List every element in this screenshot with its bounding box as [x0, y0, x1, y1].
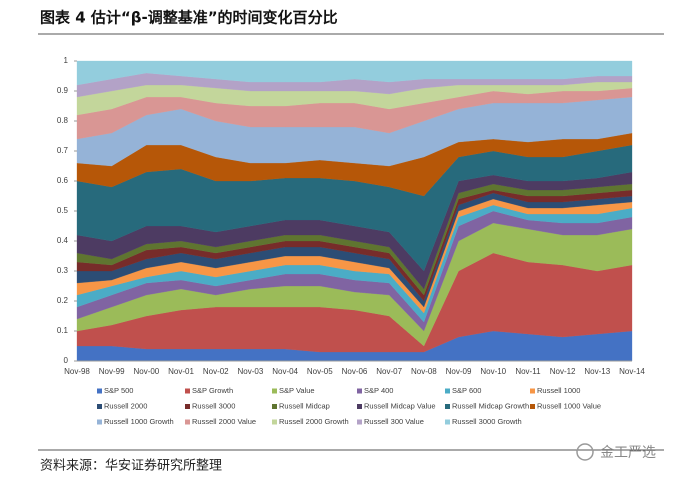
- watermark: 金工严选: [600, 445, 656, 461]
- x-tick-label: Nov-98: [64, 367, 90, 376]
- x-tick-label: Nov-08: [411, 367, 437, 376]
- x-tick-label: Nov-03: [238, 367, 264, 376]
- y-tick-label: 1: [64, 56, 69, 65]
- legend-swatch: [357, 388, 362, 394]
- legend-swatch: [445, 419, 450, 425]
- x-tick-label: Nov-06: [342, 367, 368, 376]
- legend-swatch: [530, 404, 535, 409]
- legend-swatch: [185, 404, 190, 409]
- y-tick-label: 0.3: [57, 266, 69, 275]
- legend-label: S&P 600: [452, 386, 481, 395]
- watermark-icon: [576, 443, 594, 461]
- y-tick-label: 0.7: [57, 146, 69, 155]
- y-tick-label: 0.9: [57, 86, 69, 95]
- legend-label: S&P Growth: [192, 386, 233, 395]
- legend-label: Russell Midcap Value: [364, 401, 436, 410]
- legend-label: Russell Midcap: [279, 401, 330, 410]
- legend-label: Russell 1000 Growth: [104, 417, 174, 426]
- area: [76, 60, 633, 86]
- x-tick-label: Nov-05: [307, 367, 333, 376]
- y-tick-label: 0.6: [57, 176, 69, 185]
- legend-label: Russell 300 Value: [364, 417, 424, 426]
- legend-label: Russell 1000: [537, 386, 580, 395]
- legend-swatch: [272, 388, 277, 394]
- legend-label: Russell Midcap Growth: [452, 401, 529, 410]
- x-tick-label: Nov-02: [203, 367, 229, 376]
- y-tick-label: 0.8: [57, 116, 69, 125]
- x-tick-label: Nov-09: [446, 367, 472, 376]
- legend-swatch: [357, 404, 362, 409]
- x-tick-label: Nov-12: [550, 367, 576, 376]
- legend-swatch: [185, 419, 190, 425]
- legend-label: Russell 3000 Growth: [452, 417, 522, 426]
- legend-label: Russell 3000: [192, 401, 235, 410]
- legend-label: Russell 1000 Value: [537, 401, 601, 410]
- legend-swatch: [445, 404, 450, 409]
- legend-label: S&P Value: [279, 386, 315, 395]
- y-tick-label: 0.2: [57, 296, 69, 305]
- y-tick-label: 0.1: [57, 326, 69, 335]
- legend-swatch: [97, 404, 102, 409]
- x-tick-label: Nov-13: [584, 367, 610, 376]
- legend-swatch: [530, 388, 535, 394]
- y-tick-label: 0: [64, 356, 69, 365]
- legend-swatch: [97, 388, 102, 394]
- x-tick-label: Nov-04: [272, 367, 298, 376]
- legend-label: Russell 2000 Value: [192, 417, 256, 426]
- legend-label: Russell 2000 Growth: [279, 417, 349, 426]
- legend-swatch: [97, 419, 102, 425]
- legend-swatch: [272, 404, 277, 409]
- legend-swatch: [357, 419, 362, 425]
- x-tick-label: Nov-00: [133, 367, 159, 376]
- chart-title: 图表 4 估计“β-调整基准”的时间变化百分比: [40, 9, 338, 27]
- legend-swatch: [185, 388, 190, 394]
- x-tick-label: Nov-10: [480, 367, 506, 376]
- y-tick-label: 0.5: [57, 206, 69, 215]
- y-tick-label: 0.4: [57, 236, 69, 245]
- legend-label: S&P 500: [104, 386, 133, 395]
- legend-label: S&P 400: [364, 386, 393, 395]
- x-tick-label: Nov-07: [376, 367, 402, 376]
- x-tick-label: Nov-14: [619, 367, 645, 376]
- legend-swatch: [445, 388, 450, 394]
- source: 资料来源：华安证券研究所整理: [40, 458, 222, 474]
- x-tick-label: Nov-99: [99, 367, 125, 376]
- x-tick-label: Nov-01: [168, 367, 194, 376]
- x-tick-label: Nov-11: [515, 367, 541, 376]
- legend-label: Russell 2000: [104, 401, 147, 410]
- legend-swatch: [272, 419, 277, 425]
